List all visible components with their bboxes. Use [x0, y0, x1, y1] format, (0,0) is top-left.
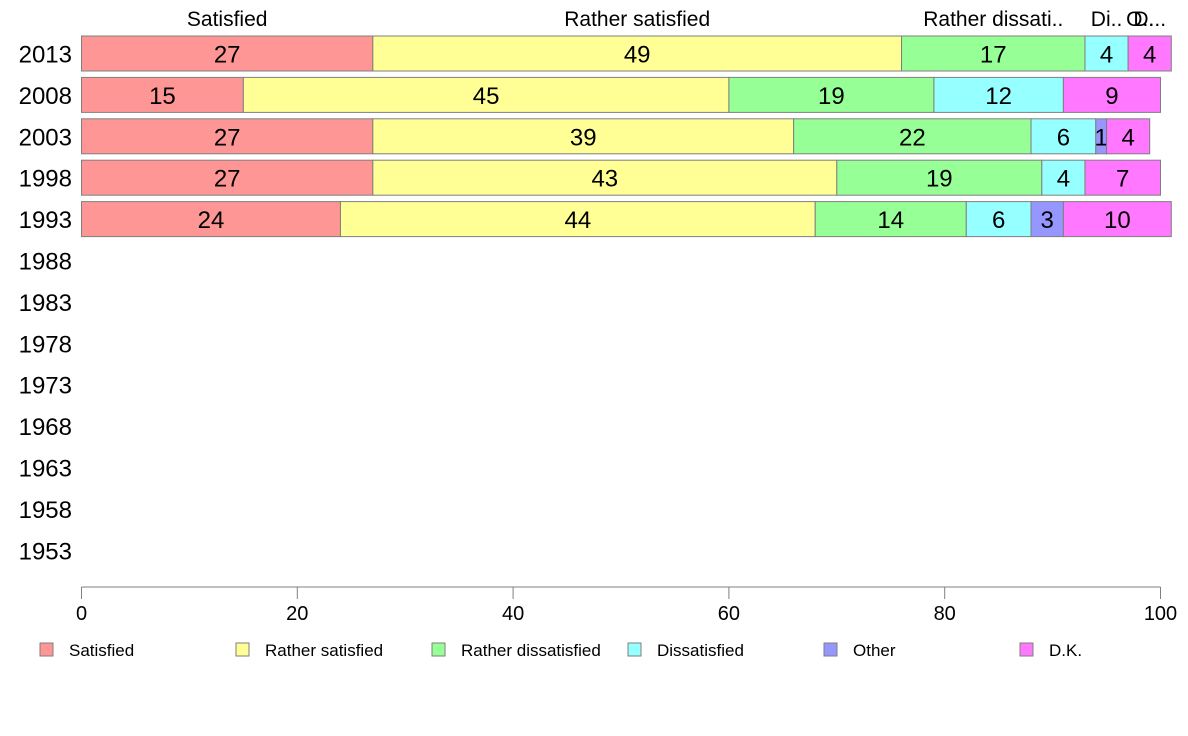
bar-2003-d-k	[1106, 118, 1151, 155]
column-label-3: Di..	[1091, 8, 1123, 31]
legend-label-d-k: D.K.	[1049, 641, 1082, 660]
x-tick-label-80: 80	[934, 603, 956, 625]
column-label-2: Rather dissati..	[923, 8, 1063, 31]
year-label-2013: 2013	[19, 42, 72, 69]
bar-1998-d-k	[1084, 159, 1161, 196]
bar-value-label-1993-dissatisfied: 6	[992, 207, 1005, 234]
legend-label-satisfied: Satisfied	[69, 641, 134, 660]
bar-value-label-2008-rather-satisfied: 45	[473, 83, 500, 110]
column-label-0: Satisfied	[187, 8, 268, 31]
bar-value-label-1998-rather-dissatisfied: 19	[926, 166, 953, 193]
column-label-5: D...	[1133, 8, 1166, 31]
bar-1993-rather-satisfied	[339, 201, 816, 238]
bar-value-label-2003-satisfied: 27	[214, 124, 241, 151]
bar-value-label-2013-rather-dissatisfied: 17	[980, 42, 1007, 69]
top-labels: Satisfied Rather satisfied Rather dissati.…	[187, 8, 1166, 31]
bar-value-label-2008-rather-dissatisfied: 19	[818, 83, 845, 110]
y-axis: 2013 2008 2003 1998 1993 1988 1983 1978 1973 1968…	[19, 42, 72, 566]
bar-value-label-1993-rather-dissatisfied: 14	[877, 207, 904, 234]
bar-value-label-2003-other: 1	[1094, 124, 1107, 151]
year-label-1973: 1973	[19, 373, 72, 400]
x-tick-label-40: 40	[502, 603, 524, 625]
bar-value-label-1998-d-k: 7	[1116, 166, 1129, 193]
bar-value-label-2013-satisfied: 27	[214, 42, 241, 69]
legend-label-rather-satisfied: Rather satisfied	[265, 641, 383, 660]
legend-swatch-satisfied	[39, 642, 54, 657]
x-tick-label-0: 0	[76, 603, 87, 625]
bar-2008-dissatisfied	[933, 76, 1064, 113]
year-label-1993: 1993	[19, 207, 72, 234]
bar-value-label-2008-dissatisfied: 12	[985, 83, 1012, 110]
year-label-2003: 2003	[19, 124, 72, 151]
bar-value-label-1993-rather-satisfied: 44	[564, 207, 591, 234]
bar-2013-rather-satisfied	[372, 35, 903, 72]
year-label-1988: 1988	[19, 249, 72, 276]
bar-2003-rather-satisfied	[372, 118, 795, 155]
bar-1998-rather-dissatisfied	[836, 159, 1043, 196]
bar-1998-satisfied	[81, 159, 374, 196]
bar-1998-rather-satisfied	[372, 159, 838, 196]
bar-value-label-1993-satisfied: 24	[198, 207, 225, 234]
bar-value-label-2003-d-k: 4	[1121, 124, 1134, 151]
bar-1993-d-k	[1062, 201, 1172, 238]
year-label-1983: 1983	[19, 290, 72, 317]
legend-label-other: Other	[853, 641, 896, 660]
bar-2008-rather-satisfied	[242, 76, 730, 113]
bar-2003-rather-dissatisfied	[793, 118, 1032, 155]
bar-value-label-2013-d-k: 4	[1143, 42, 1156, 69]
bar-value-label-2003-rather-dissatisfied: 22	[899, 124, 926, 151]
x-axis: 0 20 40 60 80 100	[76, 586, 1177, 625]
x-tick-label-100: 100	[1144, 603, 1177, 625]
year-label-1953: 1953	[19, 538, 72, 565]
legend-swatch-d-k	[1019, 642, 1034, 657]
legend-label-rather-dissatisfied: Rather dissatisfied	[461, 641, 601, 660]
bar-2008-satisfied	[81, 76, 244, 113]
bar-2003-satisfied	[81, 118, 374, 155]
year-label-1963: 1963	[19, 456, 72, 483]
bar-value-label-1993-d-k: 10	[1104, 207, 1131, 234]
bar-value-label-1993-other: 3	[1041, 207, 1054, 234]
bar-value-label-2008-d-k: 9	[1105, 83, 1118, 110]
legend-swatch-rather-satisfied	[235, 642, 250, 657]
column-label-1: Rather satisfied	[564, 8, 710, 31]
year-label-1958: 1958	[19, 497, 72, 524]
bar-2008-d-k	[1062, 76, 1162, 113]
year-label-2008: 2008	[19, 83, 72, 110]
legend-swatch-other	[823, 642, 838, 657]
x-tick-label-60: 60	[718, 603, 740, 625]
bar-1998-dissatisfied	[1041, 159, 1086, 196]
bar-value-label-2013-rather-satisfied: 49	[624, 42, 651, 69]
year-label-1968: 1968	[19, 414, 72, 441]
bar-1993-rather-dissatisfied	[814, 201, 967, 238]
bar-2003-dissatisfied	[1030, 118, 1097, 155]
year-label-1978: 1978	[19, 331, 72, 358]
bar-1993-dissatisfied	[965, 201, 1032, 238]
bar-value-label-2003-dissatisfied: 6	[1057, 124, 1070, 151]
bar-2008-rather-dissatisfied	[728, 76, 935, 113]
bar-value-label-1998-rather-satisfied: 43	[591, 166, 618, 193]
bar-value-label-2013-dissatisfied: 4	[1100, 42, 1113, 69]
year-label-1998: 1998	[19, 166, 72, 193]
bar-value-label-1998-dissatisfied: 4	[1057, 166, 1070, 193]
column-label-4: O..	[1126, 8, 1154, 31]
legend-swatch-rather-dissatisfied	[431, 642, 446, 657]
legend-label-dissatisfied: Dissatisfied	[657, 641, 744, 660]
bar-value-label-2003-rather-satisfied: 39	[570, 124, 597, 151]
bar-value-label-2008-satisfied: 15	[149, 83, 176, 110]
bar-value-label-1998-satisfied: 27	[214, 166, 241, 193]
legend-swatch-dissatisfied	[627, 642, 642, 657]
bar-2013-d-k	[1127, 35, 1172, 72]
plot-area: 27 49 17 4 415 45 19 12 927 39 22 6 1 427 43 19 4 724 44 14…	[81, 35, 1172, 238]
x-tick-label-20: 20	[286, 603, 308, 625]
legend: Satisfied Rather satisfied Rather dissatis…	[39, 641, 1082, 660]
